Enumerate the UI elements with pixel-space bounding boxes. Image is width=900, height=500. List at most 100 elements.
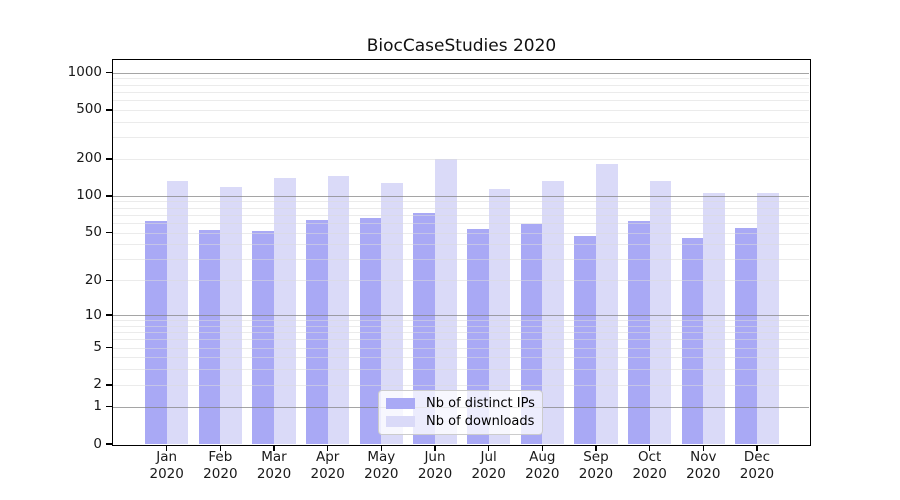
- xtick-label-jan: Jan 2020: [139, 449, 195, 483]
- bar-may-distinct-ips: [359, 217, 382, 444]
- grid-layer: [113, 60, 809, 444]
- gridline-minor-2: [113, 384, 809, 386]
- bar-nov-downloads: [703, 193, 726, 444]
- bar-aug-distinct-ips: [520, 223, 543, 444]
- xtick-label-sep: Sep 2020: [568, 449, 624, 483]
- ytick-mark-50: [106, 231, 112, 234]
- xtick-label-nov: Nov 2020: [675, 449, 731, 483]
- xtick-mark-oct: [648, 445, 651, 451]
- xtick-month: Jun: [424, 449, 446, 465]
- ytick-label-1000: 1000: [67, 64, 102, 81]
- bar-oct-downloads: [649, 180, 672, 444]
- ytick-label-0: 0: [93, 435, 102, 452]
- xtick-mark-aug: [541, 445, 544, 451]
- ytick-mark-2: [106, 384, 112, 386]
- xtick-mark-feb: [219, 445, 222, 451]
- bar-nov-distinct-ips: [681, 238, 704, 444]
- xtick-year: 2020: [471, 466, 506, 482]
- xtick-month: Apr: [315, 449, 340, 465]
- xtick-year: 2020: [578, 466, 614, 482]
- xtick-mark-sep: [595, 445, 597, 451]
- legend-label-downloads: Nb of downloads: [426, 414, 535, 429]
- gridline-major-1000: [113, 72, 809, 74]
- xtick-month: Sep: [583, 449, 609, 465]
- legend-item-downloads: Nb of downloads: [385, 414, 536, 429]
- ytick-mark-10: [106, 314, 112, 316]
- bar-aug-downloads: [542, 180, 565, 444]
- xtick-label-aug: Aug 2020: [514, 449, 570, 483]
- xtick-month: Jul: [480, 449, 497, 465]
- ytick-label-1: 1: [93, 398, 102, 415]
- gridline-minor-300: [113, 137, 809, 139]
- gridline-minor-6: [113, 339, 809, 341]
- xtick-year: 2020: [310, 466, 345, 482]
- bar-sep-downloads: [595, 164, 618, 444]
- gridline-minor-60: [113, 222, 809, 224]
- gridline-minor-800: [113, 84, 809, 86]
- gridline-minor-70: [113, 214, 809, 216]
- legend-item-distinct-ips: Nb of distinct IPs: [385, 396, 536, 411]
- gridline-minor-50: [113, 232, 809, 234]
- gridline-minor-200: [113, 158, 809, 160]
- xtick-mark-jun: [434, 445, 436, 451]
- ytick-label-5: 5: [93, 339, 102, 356]
- ytick-label-200: 200: [76, 150, 102, 167]
- bar-apr-downloads: [327, 176, 350, 444]
- bar-jun-distinct-ips: [413, 212, 435, 444]
- xtick-label-apr: Apr 2020: [300, 449, 356, 483]
- xtick-month: Jan: [156, 449, 178, 465]
- ytick-mark-500: [106, 109, 112, 111]
- ytick-mark-200: [106, 158, 112, 160]
- xtick-month: Dec: [743, 449, 771, 465]
- xtick-month: Mar: [261, 449, 287, 465]
- gridline-major-10: [113, 315, 809, 317]
- gridline-minor-700: [113, 91, 809, 93]
- xtick-year: 2020: [256, 466, 292, 482]
- xtick-mark-apr: [326, 445, 329, 451]
- gridline-major-100: [113, 195, 809, 197]
- ytick-label-2: 2: [93, 376, 102, 393]
- ytick-label-50: 50: [84, 224, 102, 241]
- gridline-minor-400: [113, 121, 809, 123]
- ytick-mark-20: [106, 279, 112, 282]
- xtick-label-mar: Mar 2020: [246, 449, 302, 483]
- xtick-year: 2020: [417, 466, 453, 482]
- gridline-minor-900: [113, 78, 809, 80]
- xtick-label-may: May 2020: [353, 449, 409, 483]
- ytick-mark-1000: [106, 71, 112, 74]
- gridline-minor-40: [113, 244, 809, 246]
- gridline-minor-90: [113, 201, 809, 203]
- gridline-minor-30: [113, 259, 809, 261]
- ytick-mark-0: [106, 443, 112, 445]
- xtick-mark-mar: [273, 445, 275, 451]
- xtick-year: 2020: [525, 466, 560, 482]
- ytick-label-100: 100: [76, 187, 102, 204]
- gridline-minor-20: [113, 280, 809, 282]
- xtick-year: 2020: [364, 466, 399, 482]
- gridline-minor-80: [113, 207, 809, 209]
- gridline-minor-5: [113, 347, 809, 349]
- ytick-mark-100: [106, 195, 112, 197]
- ytick-mark-5: [106, 346, 112, 349]
- xtick-month: Aug: [529, 449, 556, 465]
- xtick-mark-jul: [487, 445, 490, 451]
- legend-swatch-downloads: [386, 416, 415, 427]
- xtick-label-oct: Oct 2020: [622, 449, 678, 483]
- gridline-minor-7: [113, 332, 809, 334]
- xtick-month: Oct: [637, 449, 662, 465]
- bar-jun-downloads: [435, 159, 457, 444]
- bar-feb-distinct-ips: [198, 229, 221, 444]
- gridline-minor-8: [113, 325, 809, 327]
- xtick-label-dec: Dec 2020: [729, 449, 785, 483]
- bar-dec-downloads: [756, 192, 779, 444]
- bar-mar-distinct-ips: [252, 230, 275, 444]
- xtick-month: May: [367, 449, 396, 465]
- xtick-year: 2020: [686, 466, 721, 482]
- xtick-mark-may: [380, 445, 383, 451]
- ytick-label-10: 10: [84, 306, 102, 323]
- gridline-minor-600: [113, 99, 809, 101]
- bar-may-downloads: [381, 183, 404, 444]
- bar-apr-distinct-ips: [305, 219, 328, 444]
- xtick-label-jun: Jun 2020: [407, 449, 463, 483]
